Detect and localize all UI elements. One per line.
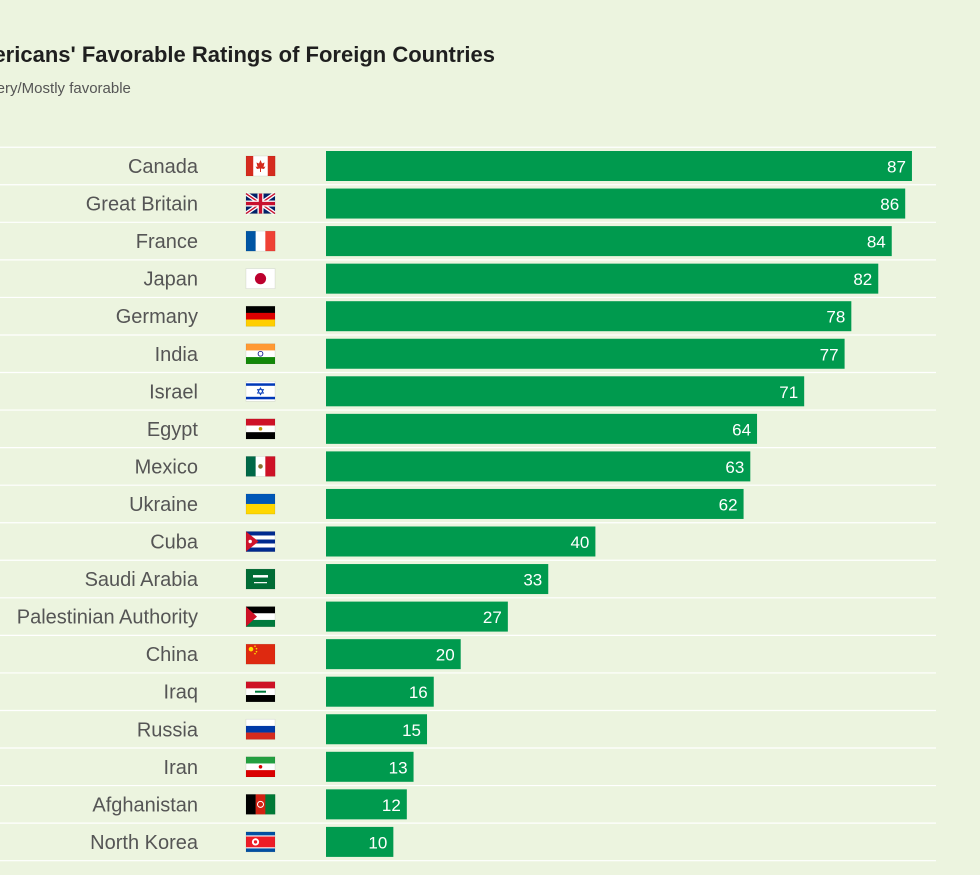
egypt-flag-icon xyxy=(245,418,276,440)
data-label: 33 xyxy=(523,571,542,590)
france-flag-icon xyxy=(245,230,276,252)
category-label: Cuba xyxy=(150,532,199,554)
bar xyxy=(326,263,879,294)
data-label: 15 xyxy=(402,721,421,740)
category-label: Germany xyxy=(116,306,198,328)
ukraine-flag-icon xyxy=(245,493,276,515)
category-label: Mexico xyxy=(135,456,198,478)
category-label: North Korea xyxy=(90,832,199,854)
bar xyxy=(326,188,906,219)
bar xyxy=(326,751,414,782)
category-label: Afghanistan xyxy=(92,794,198,816)
category-label: Iraq xyxy=(164,682,198,704)
canada-flag-icon xyxy=(245,155,276,177)
bar xyxy=(326,376,805,407)
data-label: 20 xyxy=(436,646,455,665)
data-label: 13 xyxy=(389,758,408,777)
data-label: 12 xyxy=(382,796,401,815)
category-label: Canada xyxy=(128,156,199,178)
data-label: 64 xyxy=(732,420,751,439)
category-label: Egypt xyxy=(147,419,199,441)
bar xyxy=(326,488,744,519)
data-label: 71 xyxy=(779,383,798,402)
north-korea-flag-icon xyxy=(245,831,276,853)
data-label: 86 xyxy=(880,195,899,214)
category-label: Russia xyxy=(137,719,199,741)
category-label: Iran xyxy=(164,757,198,779)
data-label: 40 xyxy=(570,533,589,552)
data-label: 62 xyxy=(719,495,738,514)
china-flag-icon xyxy=(245,643,276,665)
category-label: Palestinian Authority xyxy=(17,607,198,629)
saudi-arabia-flag-icon xyxy=(245,568,276,590)
chart-subtitle: % Very/Mostly favorable xyxy=(0,80,131,97)
bar xyxy=(326,601,508,632)
category-label: Saudi Arabia xyxy=(85,569,199,591)
great-britain-flag-icon xyxy=(244,191,277,216)
bar xyxy=(326,151,912,181)
germany-flag-icon xyxy=(245,305,276,327)
data-label: 10 xyxy=(368,833,387,852)
bar xyxy=(326,413,758,444)
palestinian-authority-flag-icon xyxy=(245,606,276,627)
data-label: 63 xyxy=(725,458,744,477)
bar xyxy=(326,338,845,369)
bar xyxy=(326,676,434,707)
japan-flag-icon xyxy=(245,268,276,289)
israel-flag-icon xyxy=(245,380,276,402)
data-label: 16 xyxy=(409,683,428,702)
bar xyxy=(326,714,428,745)
bar xyxy=(326,526,596,557)
bar xyxy=(326,826,394,857)
category-label: China xyxy=(146,644,199,666)
category-label: France xyxy=(136,231,198,253)
afghanistan-flag-icon xyxy=(245,794,276,815)
category-label: Japan xyxy=(144,269,199,291)
data-label: 84 xyxy=(867,233,886,252)
chart-title: Americans' Favorable Ratings of Foreign … xyxy=(0,42,496,67)
data-label: 87 xyxy=(887,158,906,177)
india-flag-icon xyxy=(245,343,276,365)
bar xyxy=(326,564,549,595)
data-label: 82 xyxy=(853,270,872,289)
iraq-flag-icon xyxy=(245,681,276,703)
russia-flag-icon xyxy=(245,718,276,740)
bar xyxy=(326,226,892,257)
iran-flag-icon xyxy=(245,756,276,778)
bar xyxy=(326,789,407,820)
bar xyxy=(326,639,461,670)
category-label: Great Britain xyxy=(86,194,198,216)
category-label: Ukraine xyxy=(129,494,198,516)
category-label: Israel xyxy=(149,381,198,403)
bar xyxy=(326,301,852,332)
data-label: 27 xyxy=(483,608,502,627)
cuba-flag-icon xyxy=(245,531,276,552)
mexico-flag-icon xyxy=(245,456,276,477)
bar xyxy=(326,451,751,482)
category-label: India xyxy=(155,344,199,366)
data-label: 78 xyxy=(826,308,845,327)
data-label: 77 xyxy=(820,345,839,364)
